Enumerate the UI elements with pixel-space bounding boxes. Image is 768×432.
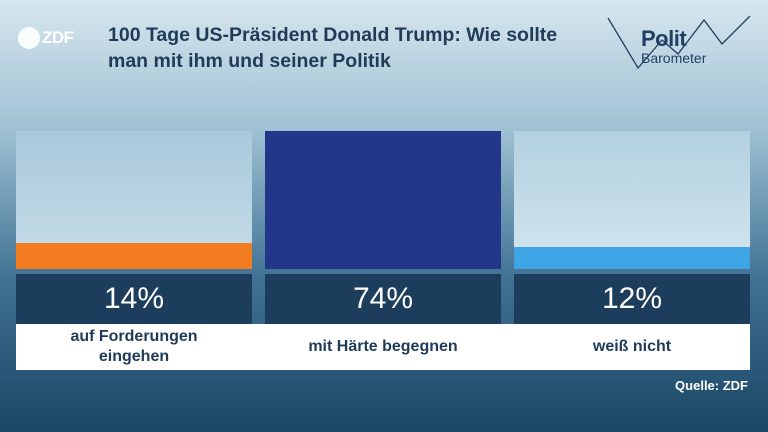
category-label-2: mit Härte begegnen [308, 338, 458, 355]
politbarometer-line2: Barometer [641, 50, 707, 66]
bar-2 [265, 131, 501, 269]
category-label-1-line2: eingehen [98, 348, 170, 365]
category-label-strip [16, 324, 750, 370]
zdf-logo-text: ZDF [42, 28, 74, 47]
bar-panel-bg-3 [514, 131, 750, 269]
value-label-3: 12% [514, 274, 750, 324]
value-label-1: 14% [16, 274, 252, 324]
zdf-logo: ZDF [18, 26, 76, 50]
politbarometer-line1: Polit [641, 26, 687, 51]
category-label-1-line1: auf Forderungen [70, 328, 198, 345]
zdf-logo-icon [18, 27, 40, 49]
politbarometer-zigzag-icon [607, 15, 751, 70]
category-label-1: auf Forderungen eingehen [16, 324, 252, 370]
category-label-3: weiß nicht [592, 338, 672, 355]
bar-1 [16, 243, 252, 269]
chart-title: 100 Tage US-Präsident Donald Trump: Wie … [108, 24, 558, 72]
bar-3 [514, 247, 750, 269]
bar-panel-1 [16, 131, 252, 269]
bar-panel-3 [514, 131, 750, 269]
bar-panel-2 [265, 131, 501, 269]
source-note: Quelle: ZDF [675, 378, 748, 393]
value-label-2: 74% [265, 274, 501, 324]
